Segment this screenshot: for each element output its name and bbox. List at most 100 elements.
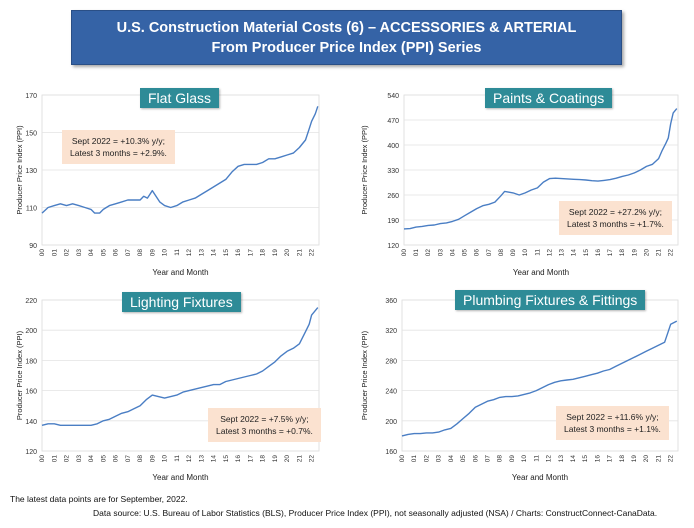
x-tick-label: 11 (174, 455, 181, 462)
annotation-line-2: Latest 3 months = +2.9%. (70, 148, 167, 158)
x-tick-label: 12 (546, 455, 553, 463)
x-tick-label: 13 (558, 455, 565, 463)
x-tick-label: 21 (656, 249, 663, 257)
x-tick-label: 01 (413, 249, 420, 257)
x-tick-label: 19 (631, 249, 638, 257)
x-tick-label: 20 (643, 249, 650, 257)
chart-flat-glass-annotation: Sept 2022 = +10.3% y/y; Latest 3 months … (62, 130, 175, 164)
x-tick-label: 21 (296, 455, 303, 463)
x-tick-label: 04 (449, 249, 456, 257)
footnote-latest-data: The latest data points are for September… (10, 494, 188, 504)
chart-paints-coatings-annotation: Sept 2022 = +27.2% y/y; Latest 3 months … (559, 201, 672, 235)
x-tick-label: 04 (88, 455, 95, 463)
y-tick-label: 170 (25, 93, 37, 100)
x-tick-label: 07 (486, 249, 493, 257)
x-tick-label: 20 (643, 455, 650, 463)
x-tick-label: 13 (198, 249, 205, 257)
x-tick-label: 06 (113, 249, 120, 257)
x-tick-label: 17 (607, 455, 614, 463)
y-axis-label: Producer Price Index (PPI) (360, 125, 369, 215)
x-tick-label: 00 (39, 249, 46, 257)
x-tick-label: 16 (595, 249, 602, 257)
x-tick-label: 02 (423, 455, 430, 463)
x-tick-label: 05 (100, 249, 107, 257)
x-tick-label: 20 (284, 249, 291, 257)
y-tick-label: 240 (385, 389, 397, 396)
y-tick-label: 190 (387, 218, 399, 225)
x-tick-label: 10 (522, 249, 529, 257)
x-tick-label: 08 (498, 249, 505, 257)
x-tick-label: 14 (571, 249, 578, 257)
chart-plumbing-fixtures-fittings-title: Plumbing Fixtures & Fittings (455, 290, 646, 310)
series-line (41, 106, 319, 214)
x-tick-label: 02 (64, 249, 71, 257)
x-tick-label: 16 (235, 249, 242, 257)
x-tick-label: 18 (260, 455, 267, 463)
x-tick-label: 19 (631, 455, 638, 463)
x-tick-label: 00 (401, 249, 408, 257)
x-tick-label: 05 (460, 455, 467, 463)
x-tick-label: 13 (559, 249, 566, 257)
x-tick-label: 08 (137, 249, 144, 257)
x-tick-label: 11 (534, 249, 541, 256)
x-tick-label: 05 (100, 455, 107, 463)
x-tick-label: 14 (211, 455, 218, 463)
x-tick-label: 09 (509, 455, 516, 463)
series-line (41, 307, 319, 426)
x-axis-label: Year and Month (152, 473, 208, 482)
y-tick-label: 180 (25, 358, 37, 365)
x-tick-label: 06 (474, 249, 481, 257)
x-tick-label: 01 (411, 455, 418, 463)
x-tick-label: 22 (309, 455, 316, 463)
x-tick-label: 04 (88, 249, 95, 257)
x-tick-label: 18 (619, 249, 626, 257)
y-tick-label: 280 (385, 358, 397, 365)
chart-plumbing-fixtures-fittings-annotation: Sept 2022 = +11.6% y/y; Latest 3 months … (556, 406, 669, 440)
x-tick-label: 07 (125, 249, 132, 257)
x-tick-label: 20 (284, 455, 291, 463)
x-tick-label: 01 (51, 249, 58, 257)
y-tick-label: 260 (387, 193, 399, 200)
x-tick-label: 22 (668, 455, 675, 463)
x-tick-label: 22 (309, 249, 316, 257)
x-tick-label: 12 (186, 455, 193, 463)
x-tick-label: 17 (247, 455, 254, 463)
x-tick-label: 22 (668, 249, 675, 257)
x-tick-label: 02 (425, 249, 432, 257)
y-tick-label: 200 (385, 419, 397, 426)
x-tick-label: 19 (272, 249, 279, 257)
page-title-line-1: U.S. Construction Material Costs (6) – A… (116, 20, 577, 36)
x-tick-label: 09 (510, 249, 517, 257)
y-tick-label: 200 (25, 328, 37, 335)
chart-flat-glass-title: Flat Glass (140, 88, 220, 108)
x-tick-label: 18 (260, 249, 267, 257)
y-tick-label: 360 (385, 298, 397, 305)
x-tick-label: 17 (607, 249, 614, 257)
annotation-line-2: Latest 3 months = +0.7%. (216, 426, 313, 436)
annotation-line-2: Latest 3 months = +1.7%. (567, 219, 664, 229)
y-tick-label: 320 (385, 328, 397, 335)
y-tick-label: 470 (387, 118, 399, 125)
y-tick-label: 330 (387, 168, 399, 175)
x-tick-label: 21 (655, 455, 662, 463)
x-tick-label: 21 (296, 249, 303, 257)
x-tick-label: 05 (462, 249, 469, 257)
x-tick-label: 04 (448, 455, 455, 463)
x-tick-label: 18 (619, 455, 626, 463)
x-tick-label: 00 (399, 455, 406, 463)
y-tick-label: 120 (387, 243, 399, 250)
y-tick-label: 160 (385, 449, 397, 456)
y-tick-label: 110 (26, 206, 37, 213)
y-tick-label: 220 (25, 298, 37, 305)
chart-lighting-fixtures-annotation: Sept 2022 = +7.5% y/y; Latest 3 months =… (208, 408, 321, 442)
x-tick-label: 01 (51, 455, 58, 463)
y-axis-label: Producer Price Index (PPI) (15, 330, 24, 420)
x-axis-label: Year and Month (152, 268, 208, 277)
x-tick-label: 15 (583, 249, 590, 257)
x-tick-label: 11 (174, 249, 181, 256)
y-tick-label: 120 (25, 449, 37, 456)
chart-paints-coatings-title: Paints & Coatings (485, 88, 613, 108)
y-tick-label: 140 (25, 419, 37, 426)
x-tick-label: 14 (211, 249, 218, 257)
x-tick-label: 09 (149, 249, 156, 257)
